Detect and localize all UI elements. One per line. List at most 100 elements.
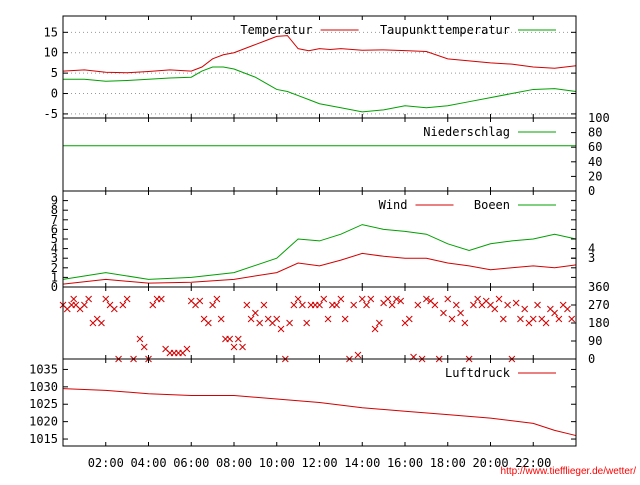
wind-direction-point xyxy=(521,305,529,313)
wind-direction-point xyxy=(140,343,148,351)
wind-direction-point xyxy=(324,315,332,323)
wind-direction-point xyxy=(149,301,157,309)
wind-direction-point xyxy=(440,309,447,317)
y-tick-label: 1030 xyxy=(29,380,58,394)
wind-direction-point xyxy=(226,335,234,343)
y-tick-label-right: 60 xyxy=(588,140,602,154)
x-tick-label: 16:00 xyxy=(387,456,423,470)
wind-direction-point xyxy=(196,297,204,305)
wind-direction-point xyxy=(247,315,255,323)
grid-layer xyxy=(63,31,576,115)
wind-direction-point xyxy=(299,301,306,309)
y-tick-label-right: 360 xyxy=(588,280,610,294)
wind-direction-point xyxy=(431,301,439,309)
legend-label: Taupunkttemperatur xyxy=(380,23,510,37)
wind-direction-point xyxy=(499,315,507,323)
wind-direction-point xyxy=(534,301,541,309)
wind-direction-point xyxy=(102,295,110,303)
y-tick-label: 4 xyxy=(51,242,58,256)
frame-layer xyxy=(62,15,577,447)
y-tick-label: 1020 xyxy=(29,415,58,429)
legend-label: Luftdruck xyxy=(445,366,511,380)
x-tick-label: 22:00 xyxy=(515,456,551,470)
wind-direction-point xyxy=(157,295,165,303)
wind-direction-point xyxy=(397,297,405,305)
y-tick-label: 1 xyxy=(51,270,58,284)
wind-direction-point xyxy=(393,295,400,303)
y-tick-label: 15 xyxy=(44,25,58,39)
wind-direction-point xyxy=(70,295,78,303)
legend-label: Niederschlag xyxy=(423,125,510,139)
y-tick-label: 0 xyxy=(51,280,58,294)
y-tick-label: -5 xyxy=(44,107,58,121)
wind-direction-point xyxy=(316,301,323,309)
wind-direction-point xyxy=(333,301,340,309)
wind-direction-point xyxy=(230,343,238,351)
series-line-boeen xyxy=(62,224,577,280)
wind-direction-point xyxy=(217,315,225,323)
wind-direction-point xyxy=(405,315,413,323)
wind-direction-point xyxy=(260,301,268,309)
wind-direction-point xyxy=(388,301,396,309)
wind-direction-point xyxy=(564,305,571,313)
wind-direction-point xyxy=(294,295,302,303)
y-tick-label: 1015 xyxy=(29,432,58,446)
wind-direction-point xyxy=(474,295,482,303)
wind-direction-point xyxy=(495,295,503,303)
wind-direction-point xyxy=(256,319,264,327)
wind-direction-point xyxy=(354,351,362,359)
wind-direction-point xyxy=(555,315,563,323)
wind-direction-point xyxy=(371,325,379,333)
wind-direction-point xyxy=(85,295,93,303)
y-tick-label: 9 xyxy=(51,194,58,208)
wind-direction-point xyxy=(568,315,576,323)
wind-direction-point xyxy=(136,335,144,343)
x-tick-label: 20:00 xyxy=(472,456,508,470)
x-tick-label: 08:00 xyxy=(216,456,252,470)
wind-direction-point xyxy=(239,343,246,351)
wind-direction-point xyxy=(243,301,251,309)
y-tick-label-right: 180 xyxy=(588,316,610,330)
wind-direction-point xyxy=(341,315,349,323)
wind-direction-point xyxy=(461,319,469,327)
y-tick-label: 2 xyxy=(51,261,58,275)
wind-direction-point xyxy=(81,301,88,309)
y-tick-label-right: 270 xyxy=(588,298,610,312)
wind-direction-point xyxy=(448,315,456,323)
wind-direction-point xyxy=(350,301,358,309)
wind-direction-point xyxy=(286,319,293,327)
x-tick-label: 14:00 xyxy=(344,456,380,470)
wind-direction-point xyxy=(452,301,460,309)
wind-direction-point xyxy=(209,301,216,309)
x-tick-label: 18:00 xyxy=(430,456,466,470)
y-tick-label-right: 4 xyxy=(588,242,595,256)
y-tick-label-right: 80 xyxy=(588,126,602,140)
y-tick-label: 10 xyxy=(44,46,58,60)
wind-direction-point xyxy=(375,319,383,327)
wind-direction-point xyxy=(110,305,118,313)
y-tick-label-right: 0 xyxy=(588,184,595,198)
wind-direction-point xyxy=(123,295,131,303)
y-tick-label: 1035 xyxy=(29,362,58,376)
source-url[interactable]: http://www.tiefflieger.de/wetter/ xyxy=(501,466,637,477)
wind-direction-point xyxy=(290,301,298,309)
wind-direction-point xyxy=(457,309,464,317)
wind-direction-point xyxy=(234,335,242,343)
y-tick-label-right: 20 xyxy=(588,169,602,183)
y-tick-label: 3 xyxy=(51,251,58,265)
wind-direction-point xyxy=(504,301,511,309)
y-tick-label-right: 90 xyxy=(588,334,602,348)
wind-direction-point xyxy=(303,319,311,327)
wind-direction-point xyxy=(277,325,285,333)
wind-direction-point xyxy=(320,295,328,303)
y-tick-label: 6 xyxy=(51,222,58,236)
series-line-taupunkttemperatur xyxy=(63,66,577,113)
wind-direction-point xyxy=(551,309,558,317)
x-tick-label: 12:00 xyxy=(301,456,337,470)
wind-direction-point xyxy=(213,295,221,303)
x-tick-label: 06:00 xyxy=(173,456,209,470)
wind-direction-point xyxy=(491,305,499,313)
wind-direction-point xyxy=(183,345,191,353)
wind-direction-point xyxy=(384,295,392,303)
